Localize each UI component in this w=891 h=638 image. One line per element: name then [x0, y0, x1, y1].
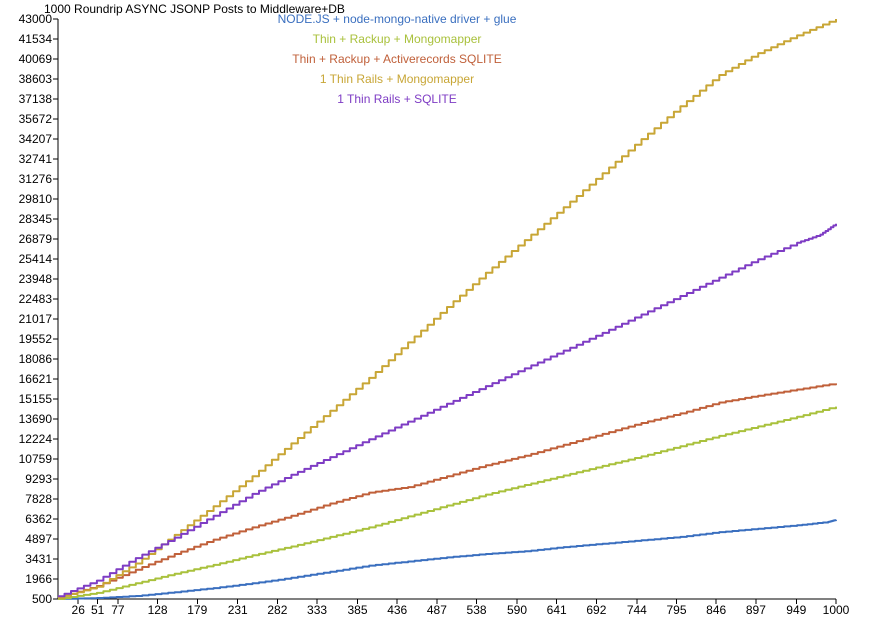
y-tick-label: 3431	[25, 552, 52, 566]
legend: NODE.JS + node-mongo-native driver + glu…	[278, 12, 517, 106]
y-tick-label: 10759	[19, 452, 53, 466]
y-tick-label: 26879	[19, 232, 53, 246]
series-line-4	[58, 19, 837, 599]
x-tick-label: 77	[111, 603, 125, 617]
x-tick-label: 26	[72, 603, 86, 617]
y-tick-label: 25414	[19, 252, 53, 266]
y-tick-label: 9293	[25, 472, 52, 486]
y-tick-label: 15155	[19, 392, 53, 406]
legend-entry-1: NODE.JS + node-mongo-native driver + glu…	[278, 12, 517, 26]
y-tick-label: 19552	[19, 332, 53, 346]
x-tick-label: 897	[746, 603, 766, 617]
y-tick-label: 23948	[19, 272, 53, 286]
chart-title: 1000 Roundrip ASYNC JSONP Posts to Middl…	[44, 2, 345, 16]
y-tick-label: 1966	[25, 572, 52, 586]
x-tick-label: 949	[786, 603, 806, 617]
y-axis-ticks: 500 1966 3431 4897 6362 7828 9293 10759 12224 136…	[19, 12, 58, 606]
y-tick-label: 4897	[25, 532, 52, 546]
y-tick-label: 7828	[25, 492, 52, 506]
y-tick-label: 16621	[19, 372, 53, 386]
x-axis-ticks: 26 51 77 128 179 231 282 333 385 436 487 538 590 641 6…	[72, 599, 850, 617]
x-tick-label: 1000	[823, 603, 850, 617]
y-tick-label: 31276	[19, 172, 53, 186]
y-tick-label: 18086	[19, 352, 53, 366]
x-tick-label: 51	[91, 603, 105, 617]
x-tick-label: 641	[547, 603, 567, 617]
axes	[57, 19, 836, 600]
x-tick-label: 231	[228, 603, 248, 617]
x-tick-label: 436	[387, 603, 407, 617]
x-tick-label: 538	[467, 603, 487, 617]
y-tick-label: 40069	[19, 52, 53, 66]
legend-entry-3: Thin + Rackup + Activerecords SQLITE	[292, 52, 501, 66]
x-tick-label: 744	[627, 603, 647, 617]
x-tick-label: 590	[507, 603, 527, 617]
legend-entry-2: Thin + Rackup + Mongomapper	[313, 32, 482, 46]
x-tick-label: 179	[187, 603, 207, 617]
series-line-3	[58, 383, 837, 599]
x-tick-label: 487	[427, 603, 447, 617]
y-tick-label: 34207	[19, 132, 53, 146]
series-line-2	[58, 406, 837, 600]
y-tick-label: 6362	[25, 512, 52, 526]
y-tick-label: 43000	[19, 12, 53, 26]
x-tick-label: 795	[666, 603, 686, 617]
x-tick-label: 846	[706, 603, 726, 617]
legend-entry-4: 1 Thin Rails + Mongomapper	[320, 72, 474, 86]
y-tick-label: 41534	[19, 32, 53, 46]
y-tick-label: 35672	[19, 112, 53, 126]
y-tick-label: 21017	[19, 312, 53, 326]
x-tick-label: 385	[348, 603, 368, 617]
y-tick-label: 37138	[19, 92, 53, 106]
x-tick-label: 128	[148, 603, 168, 617]
y-tick-label: 12224	[19, 432, 53, 446]
y-tick-label: 22483	[19, 292, 53, 306]
x-tick-label: 333	[307, 603, 327, 617]
y-tick-label: 38603	[19, 72, 53, 86]
y-tick-label: 28345	[19, 212, 53, 226]
x-tick-label: 282	[267, 603, 287, 617]
legend-entry-5: 1 Thin Rails + SQLITE	[337, 92, 457, 106]
y-tick-label: 500	[32, 592, 52, 606]
y-tick-label: 29810	[19, 192, 53, 206]
y-tick-label: 32741	[19, 152, 53, 166]
series-lines	[58, 19, 837, 600]
series-line-1	[58, 519, 837, 600]
series-line-5	[58, 223, 837, 598]
x-tick-label: 692	[586, 603, 606, 617]
y-tick-label: 13690	[19, 412, 53, 426]
